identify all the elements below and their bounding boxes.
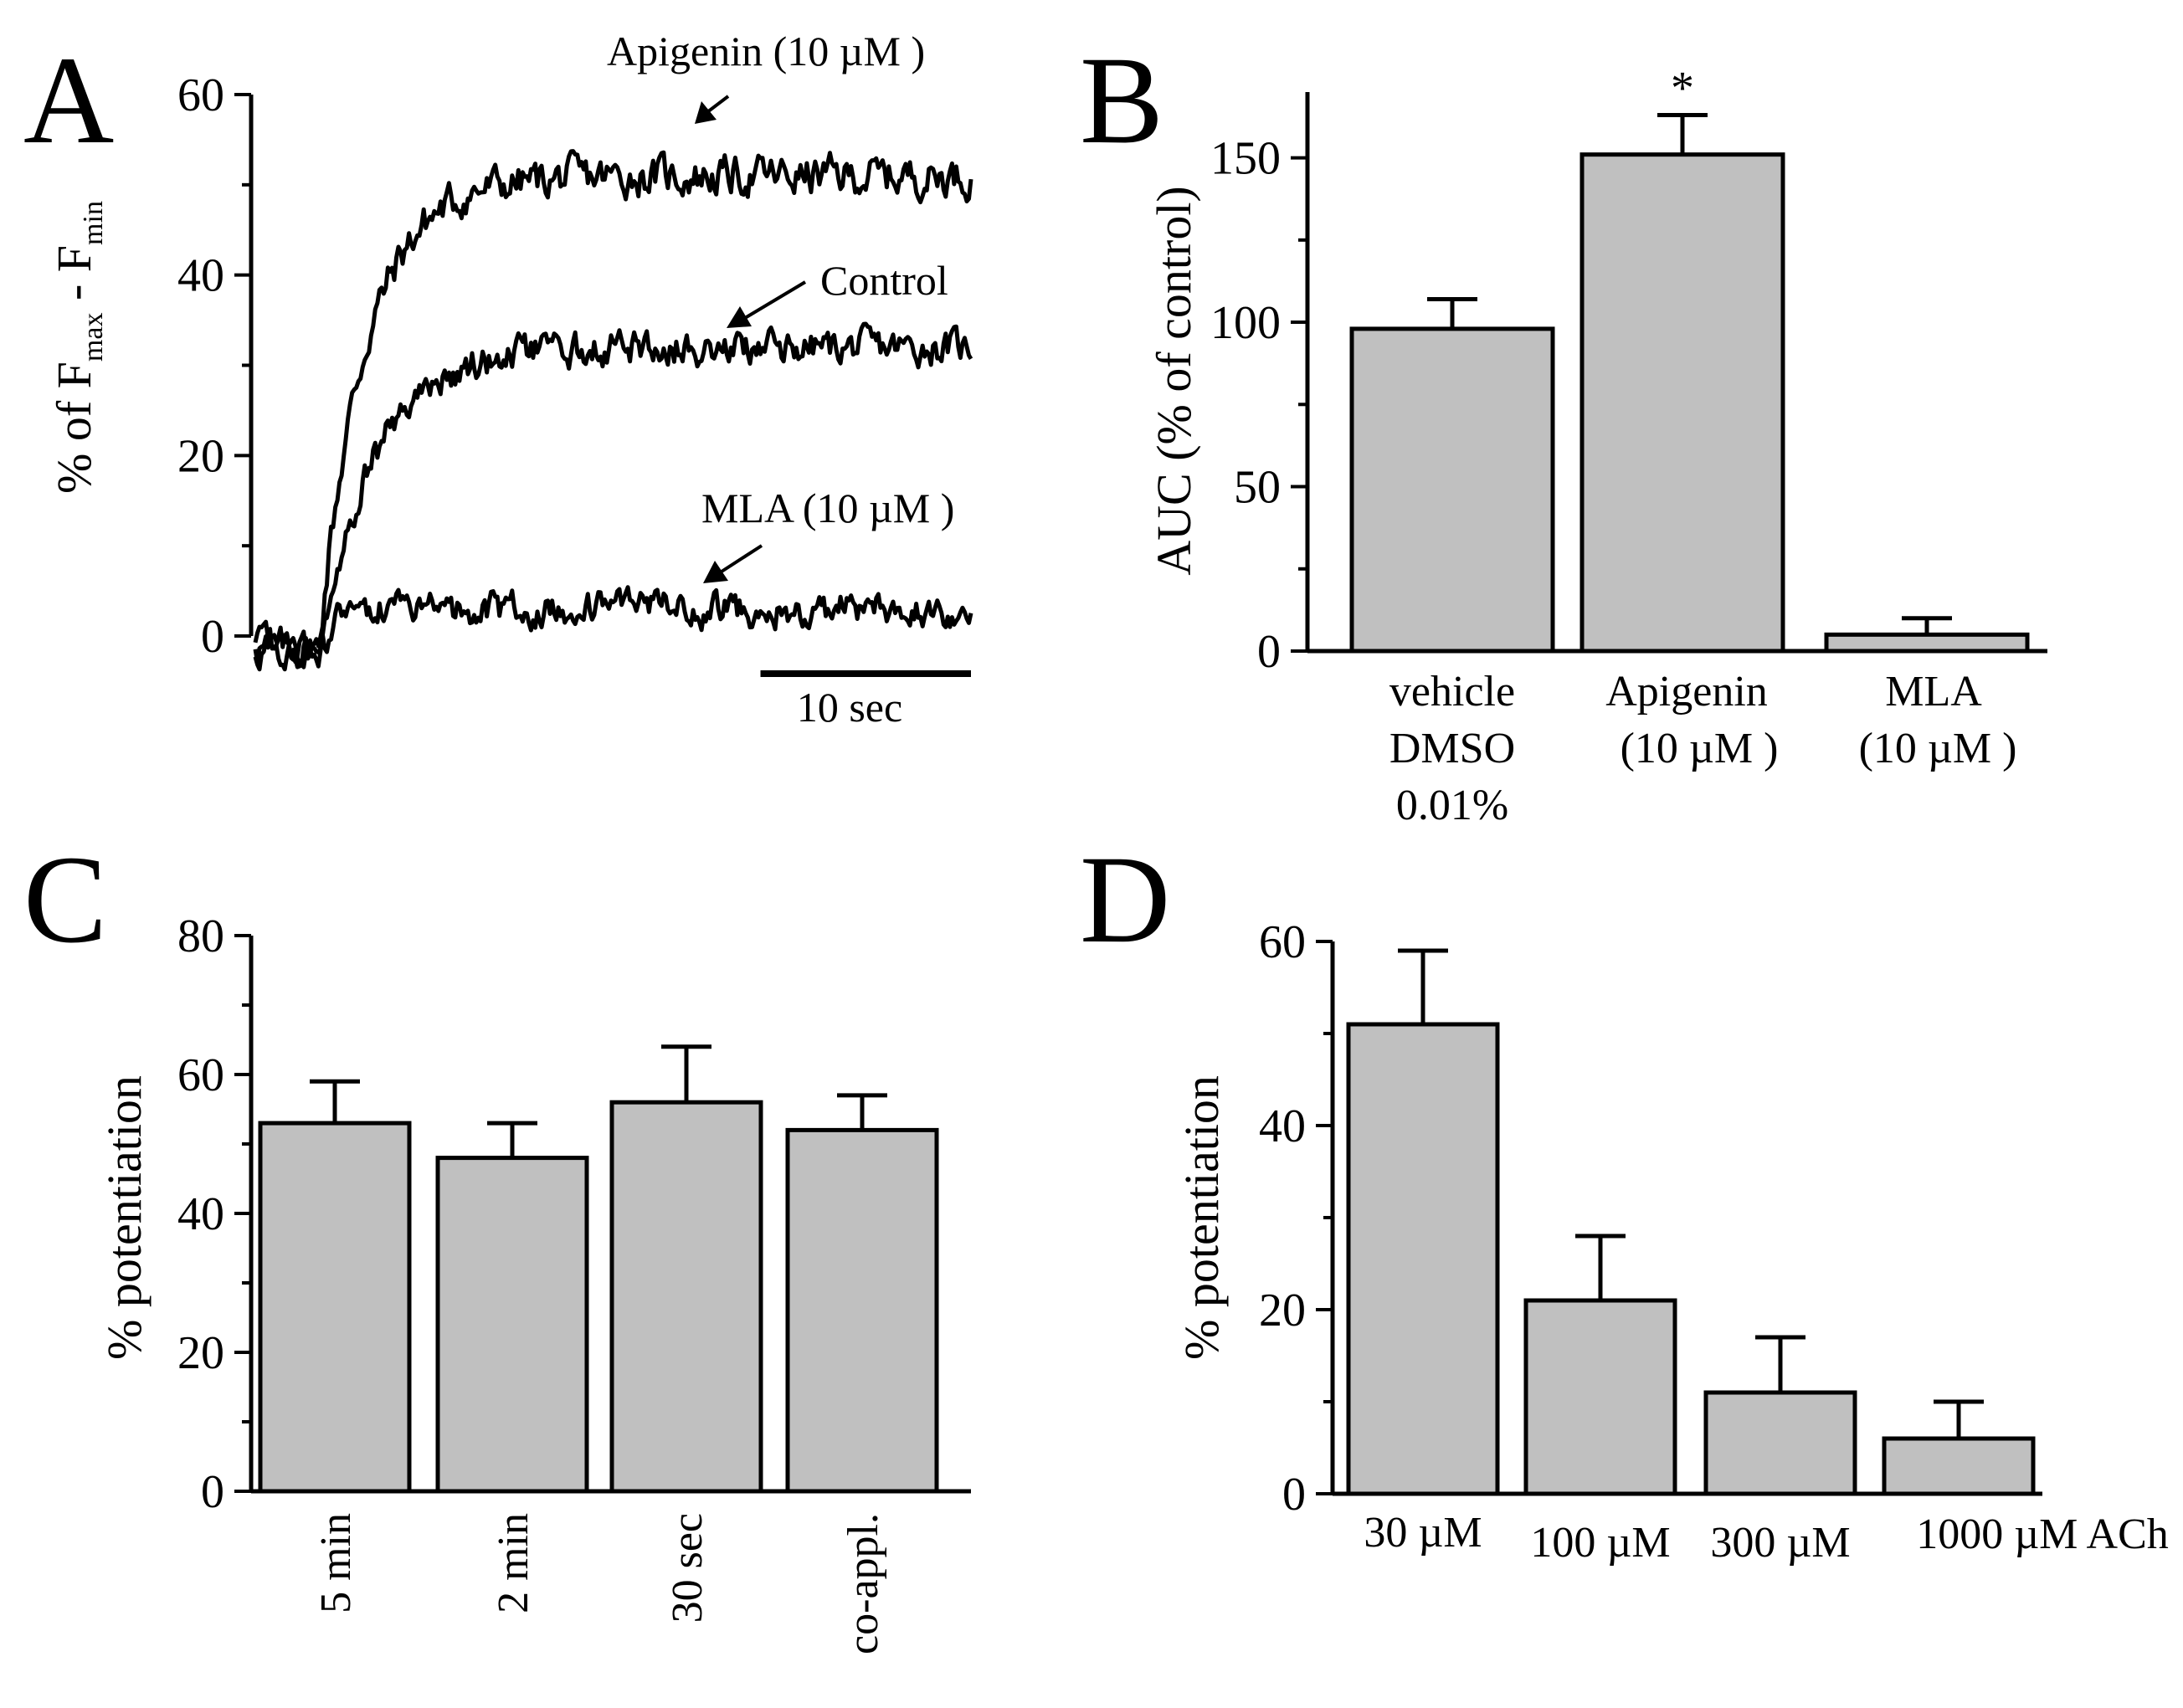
panel-c-tick-label: 80 (177, 910, 224, 962)
panel-b-category-label: MLA (1885, 668, 1982, 716)
panel-c-bars (258, 1044, 939, 1494)
panel-b-bar (1824, 632, 2030, 654)
panel-d-bars (1346, 948, 2036, 1496)
panel-a-tick-label: 60 (177, 69, 224, 121)
panel-d-bar (1346, 1022, 1500, 1496)
panel-b-category-label: (10 µM ) (1621, 725, 1779, 772)
panel-b-letter: B (1080, 31, 1163, 170)
panel-a-tick-label: 40 (177, 250, 224, 302)
panel-b-category-labels: vehicle DMSO 0.01% Apigenin (10 µM ) MLA (10 µ… (1389, 668, 2017, 829)
panel-d-category-labels: 30 µM 100 µM 300 µM 1000 µM ACh (1364, 1509, 2168, 1567)
panel-c-tick-label: 40 (177, 1188, 224, 1240)
panel-d-y-axis-label: % potentiation (1174, 1075, 1229, 1360)
panel-d-category-label: 30 µM (1364, 1509, 1482, 1557)
panel-b-category-label: (10 µM ) (1859, 725, 2017, 772)
panel-b-tick-label: 0 (1257, 626, 1281, 678)
panel-d-tick-label: 40 (1259, 1100, 1306, 1152)
panel-a-control-arrow (743, 280, 807, 320)
panel-c-category-labels: 5 min 2 min 30 sec co-appl. (312, 1513, 887, 1654)
panel-d-tick-label: 0 (1282, 1469, 1306, 1521)
panel-a-mla-arrowhead (703, 561, 728, 583)
panel-c-tick-label: 60 (177, 1049, 224, 1101)
panel-b-significance-mark: * (1671, 63, 1694, 115)
panel-c-letter: C (23, 830, 107, 969)
panel-d-tick-label: 60 (1259, 916, 1306, 968)
panel-a-mla-arrow (720, 544, 763, 573)
panel-d-category-label: 1000 µM ACh (1916, 1511, 2169, 1558)
panel-d-category-label: 300 µM (1710, 1519, 1850, 1567)
panel-d-category-label: 100 µM (1530, 1519, 1670, 1567)
panel-b-category-label: DMSO (1389, 725, 1515, 772)
panel-a-mla-label: MLA (10 µM ) (701, 485, 954, 531)
panel-a-traces (253, 149, 973, 672)
panel-c-bar (258, 1121, 412, 1494)
panel-c-y-axis-label: % potentiation (97, 1075, 152, 1360)
panel-c-bar (785, 1127, 939, 1494)
panel-b-tick-label: 50 (1234, 462, 1281, 514)
panel-a-control-arrowhead (727, 306, 752, 328)
panel-b-y-axis-label: AUC (% of control) (1147, 186, 1201, 576)
panel-c-category-label: 30 sec (664, 1513, 711, 1623)
panel-b-category-label: vehicle (1389, 668, 1515, 716)
panel-c-category-label: co-appl. (840, 1513, 887, 1654)
panel-d-bar (1703, 1390, 1857, 1496)
panel-b-tick-label: 100 (1210, 297, 1281, 349)
panel-c-bar-chart: C % potentiation 0 20 40 60 80 5 min 2 min 30 … (23, 830, 971, 1654)
panel-a-tick-label: 20 (177, 430, 224, 482)
panel-a-apigenin-arrow (706, 95, 730, 114)
panel-c-category-label: 2 min (490, 1513, 537, 1613)
panel-a-control-label: Control (820, 257, 948, 304)
panel-a-trace-line (253, 321, 973, 669)
panel-b-bar (1349, 326, 1555, 654)
panel-c-tick-label: 0 (201, 1466, 224, 1518)
panel-d-bar (1523, 1298, 1677, 1496)
panel-b-tick-label: 150 (1210, 133, 1281, 185)
panel-a-apigenin-label: Apigenin (10 µM ) (607, 28, 925, 74)
panel-d-letter: D (1080, 830, 1170, 969)
panel-c-bar (435, 1156, 589, 1494)
panel-a-apigenin-arrowhead (695, 101, 717, 124)
panel-a-trace-line (253, 149, 973, 672)
panel-c-tick-label: 20 (177, 1327, 224, 1379)
panel-a-letter: A (23, 31, 114, 170)
panel-d-tick-label: 20 (1259, 1285, 1306, 1336)
panel-a-scale-bar-label: 10 sec (797, 684, 902, 731)
panel-d-bar-chart: D % potentiation 0 20 40 60 30 µM 100 µM 300 … (1080, 830, 2169, 1567)
panel-b-bar (1579, 152, 1785, 654)
panel-b-bar-chart: B AUC (% of control) 0 50 100 150 * vehicle… (1080, 31, 2047, 829)
panel-d-bar (1882, 1436, 2036, 1496)
panel-c-category-label: 5 min (312, 1513, 360, 1613)
panel-a-trace-line (253, 585, 973, 672)
panel-c-bar (609, 1100, 763, 1494)
panel-a-trace-plot: A % of Fmax - Fmin 0 20 40 60 Apigenin (10 … (23, 28, 973, 731)
panel-a-tick-label: 0 (201, 611, 224, 663)
panel-b-category-label: 0.01% (1396, 782, 1508, 829)
panel-b-bars: * (1349, 63, 2030, 654)
panel-a-y-axis-label: % of Fmax - Fmin (47, 201, 109, 494)
panel-a-axes: 0 20 40 60 (177, 69, 254, 663)
panel-b-category-label: Apigenin (1605, 668, 1768, 716)
